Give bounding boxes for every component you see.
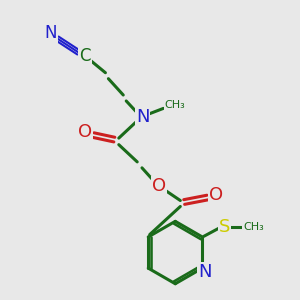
Text: CH₃: CH₃ bbox=[243, 221, 264, 232]
Text: O: O bbox=[77, 123, 92, 141]
Text: N: N bbox=[199, 263, 212, 281]
Text: N: N bbox=[136, 108, 149, 126]
Text: O: O bbox=[209, 186, 223, 204]
Text: O: O bbox=[152, 177, 166, 195]
Text: CH₃: CH₃ bbox=[164, 100, 185, 110]
Text: S: S bbox=[219, 218, 230, 236]
Text: C: C bbox=[80, 47, 91, 65]
Text: N: N bbox=[44, 24, 57, 42]
